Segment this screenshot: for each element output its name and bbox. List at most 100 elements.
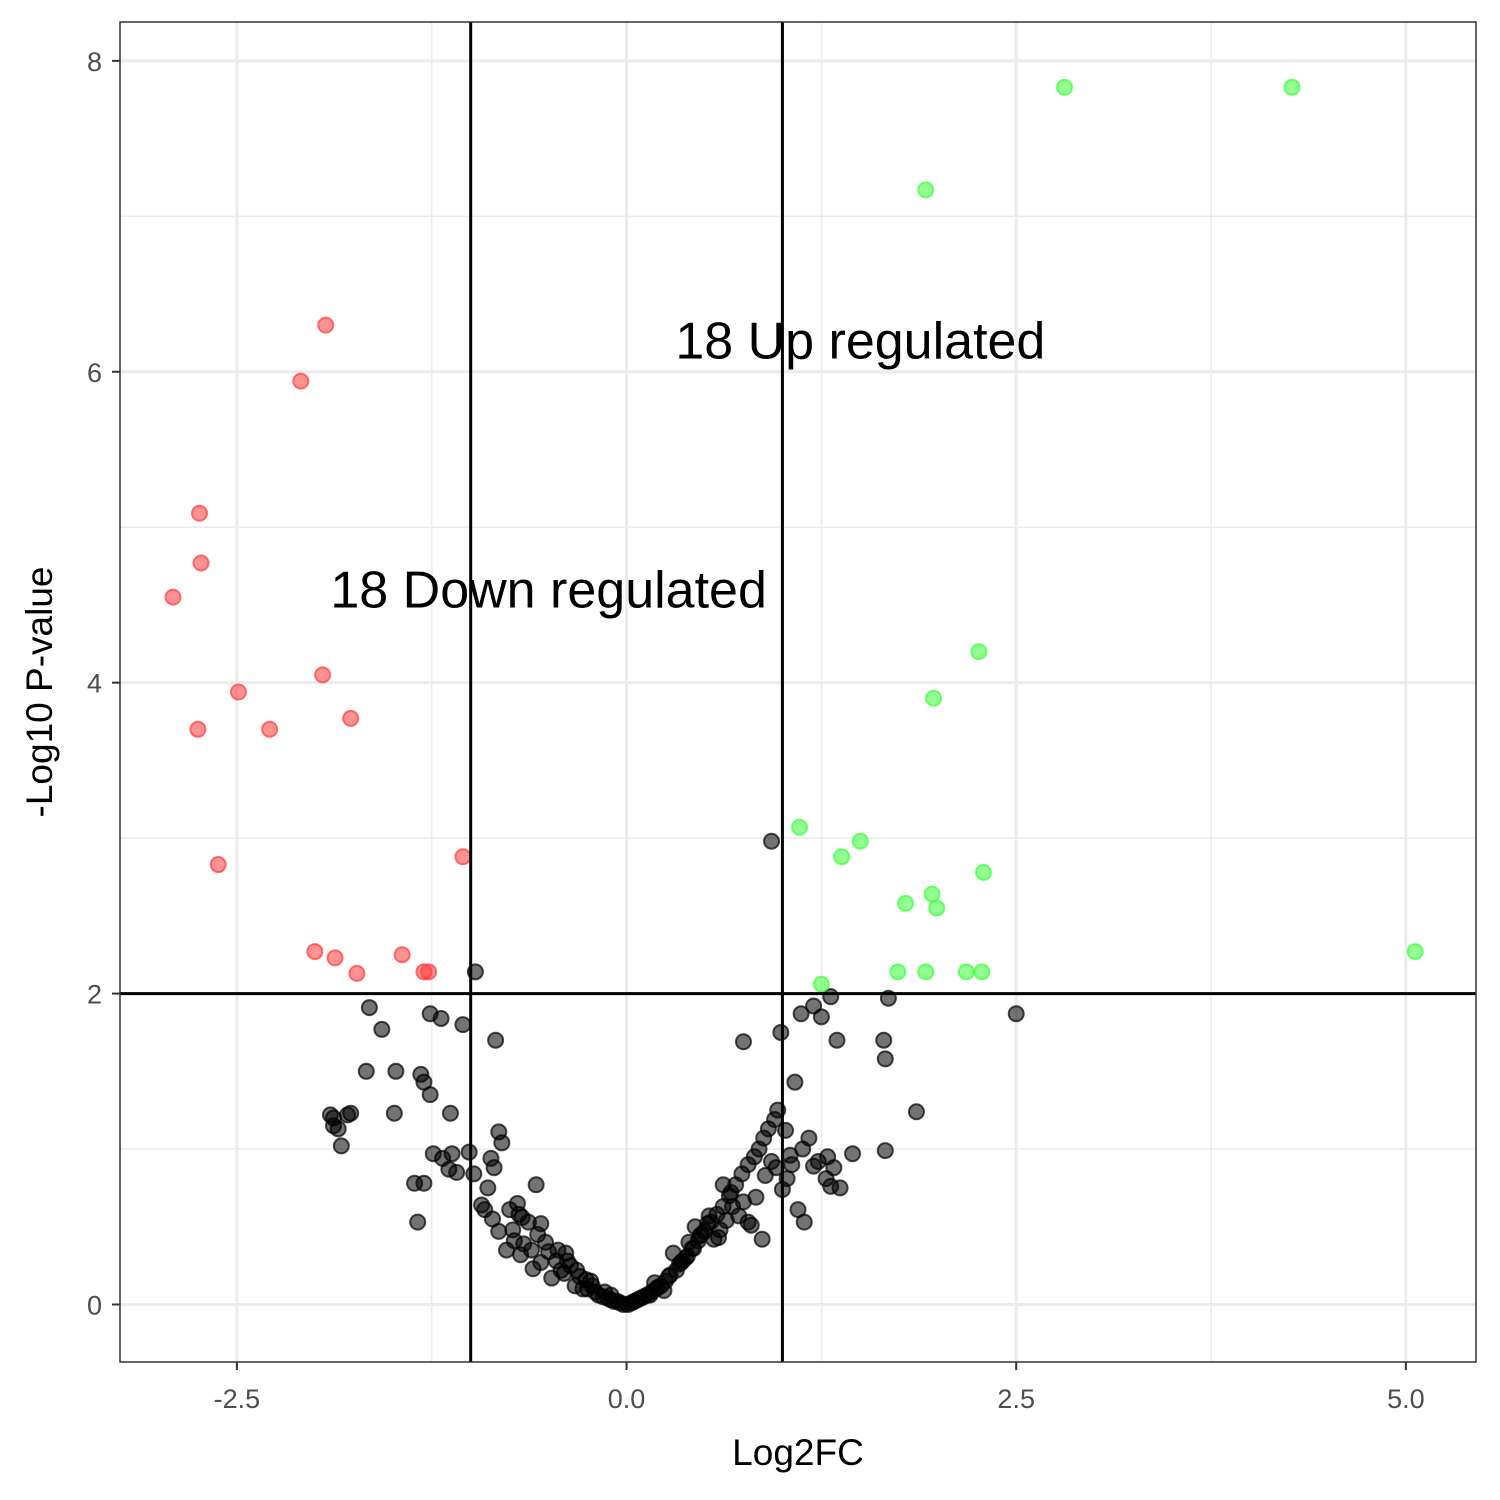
point-up-4 [925,689,943,707]
point-ns-31 [325,1109,343,1127]
point-ns-41 [460,1143,478,1161]
point-down-15 [393,946,411,964]
point-down-12 [306,943,324,961]
point-ns-16 [373,1020,391,1038]
point-ns-153 [504,1221,522,1239]
point-ns-152 [510,1205,528,1223]
point-up-8 [974,863,992,881]
point-down-8 [261,720,279,738]
point-down-11 [454,848,472,866]
point-ns-126 [907,1103,925,1121]
y-tick-label-1: 2 [87,980,102,1010]
point-up-7 [833,848,851,866]
threshold-lines [120,22,1476,1362]
point-up-11 [928,899,946,917]
point-ns-115 [786,1073,804,1091]
point-up-6 [851,832,869,850]
grid-major [120,22,1476,1362]
point-ns-9 [828,1031,846,1049]
point-ns-0 [763,832,781,850]
point-down-10 [209,856,227,874]
point-ns-49 [527,1176,545,1194]
point-ns-10 [875,1031,893,1049]
point-ns-29 [421,1086,439,1104]
point-ns-71 [524,1260,542,1278]
point-down-0 [317,316,335,334]
point-ns-40 [409,1213,427,1231]
point-down-6 [229,683,247,701]
point-ns-7 [812,1008,830,1026]
point-ns-131 [753,1230,771,1248]
x-tick-label-3: 5.0 [1387,1384,1425,1414]
x-axis-title: Log2FC [732,1432,864,1473]
point-up-17 [1406,943,1424,961]
point-ns-117 [795,1213,813,1231]
point-ns-179 [800,1129,818,1147]
point-ns-38 [465,1165,483,1183]
y-tick-label-0: 0 [87,1290,102,1320]
point-ns-34 [424,1145,442,1163]
point-up-13 [917,963,935,981]
point-up-1 [1283,78,1301,96]
point-ns-150 [529,1226,547,1244]
point-ns-32 [332,1137,350,1155]
point-ns-15 [432,1009,450,1027]
point-ns-171 [747,1188,765,1206]
point-ns-25 [342,1104,360,1122]
y-tick-label-3: 6 [87,358,102,388]
point-ns-113 [777,1121,795,1139]
point-down-4 [164,588,182,606]
point-down-2 [190,504,208,522]
point-ns-161 [660,1268,678,1286]
point-ns-8 [772,1023,790,1041]
point-up-16 [812,975,830,993]
point-down-5 [314,666,332,684]
point-ns-58 [522,1241,540,1259]
point-up-10 [897,894,915,912]
y-tick-label-4: 8 [87,47,102,77]
annotation-1: 18 Down regulated [330,561,767,619]
point-ns-123 [844,1145,862,1163]
point-ns-47 [479,1179,497,1197]
point-ns-154 [498,1241,516,1259]
point-up-9 [923,885,941,903]
point-ns-12 [734,1033,752,1051]
y-tick-label-2: 4 [87,669,102,699]
x-tick-label-1: 0.0 [608,1384,646,1414]
point-ns-148 [549,1241,567,1259]
point-ns-37 [443,1145,461,1163]
x-tick-label-2: 2.5 [997,1384,1035,1414]
point-up-12 [889,963,907,981]
point-ns-17 [454,1016,472,1034]
point-ns-69 [543,1269,561,1287]
point-ns-11 [876,1050,894,1068]
point-down-3 [192,554,210,572]
x-tick-label-0: -2.5 [214,1384,261,1414]
y-axis: 0 2 4 6 8 [87,47,120,1320]
point-ns-19 [357,1062,375,1080]
point-ns-13 [360,999,378,1017]
point-down-7 [189,720,207,738]
point-ns-42 [440,1160,458,1178]
point-ns-127 [876,1142,894,1160]
point-up-3 [970,643,988,661]
point-down-1 [292,372,310,390]
point-ns-169 [717,1212,735,1230]
point-down-14 [348,964,366,982]
x-axis: -2.5 0.0 2.5 5.0 [214,1362,1425,1414]
annotations: 18 Up regulated 18 Down regulated [330,313,1045,620]
point-ns-125 [822,1177,840,1195]
annotation-0: 18 Up regulated [675,313,1045,371]
point-ns-147 [558,1252,576,1270]
point-ns-5 [792,1005,810,1023]
point-up-5 [791,818,809,836]
panel-border [119,21,1477,1363]
point-ns-3 [1007,1005,1025,1023]
point-ns-18 [487,1031,505,1049]
point-down-17 [420,963,438,981]
y-axis-title: -Log10 P-value [19,567,60,818]
plot-background [120,22,1476,1362]
point-down-9 [342,709,360,727]
point-ns-160 [646,1274,664,1292]
point-ns-46 [485,1159,503,1177]
